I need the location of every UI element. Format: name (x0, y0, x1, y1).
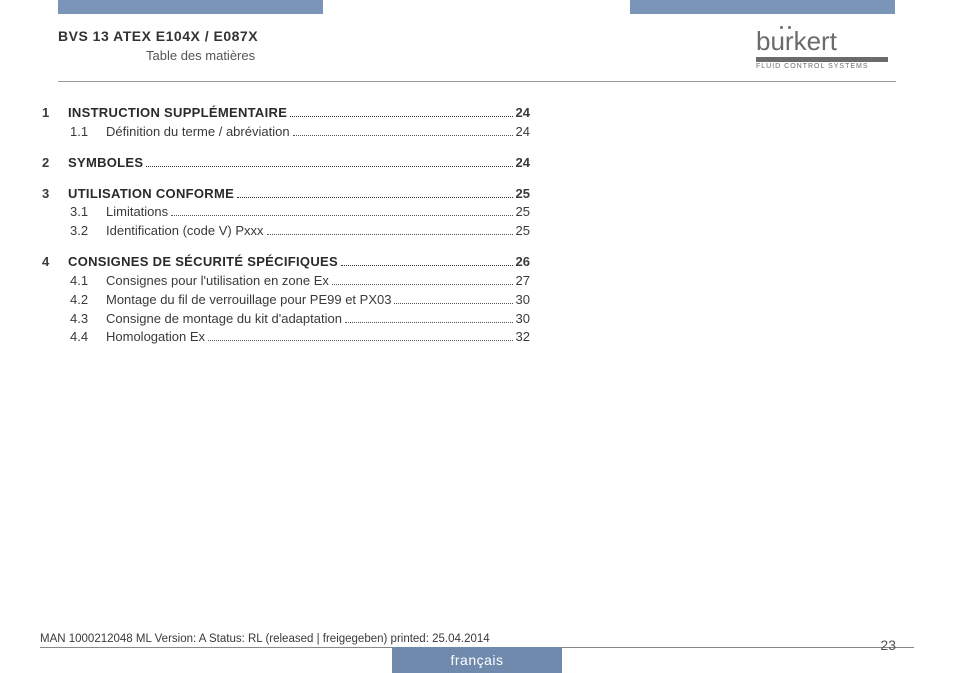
top-accent-left (58, 0, 323, 14)
toc-sub-page: 30 (516, 310, 530, 329)
toc-leader-dots (146, 156, 512, 166)
toc-section-number: 2 (40, 154, 68, 173)
toc-sub-title: Montage du fil de verrouillage pour PE99… (106, 291, 391, 310)
toc-sub-page: 25 (516, 203, 530, 222)
brand-logo: burkert FLUID CONTROL SYSTEMS (756, 30, 896, 70)
toc-main-entry[interactable]: 2Symboles 24 (40, 154, 530, 173)
toc-sub-entry[interactable]: 4.1Consignes pour l'utilisation en zone … (40, 272, 530, 291)
toc-sub-number: 4.3 (68, 310, 106, 329)
toc-leader-dots (394, 293, 512, 303)
language-tab: français (392, 647, 562, 673)
toc-sub-number: 3.2 (68, 222, 106, 241)
toc-sub-entry[interactable]: 4.3Consigne de montage du kit d'adaptati… (40, 310, 530, 329)
toc-sub-entry[interactable]: 1.1Définition du terme / abréviation 24 (40, 123, 530, 142)
toc-main-entry[interactable]: 4Consignes de sécurité spécifiques 26 (40, 253, 530, 272)
toc-sub-title: Consignes pour l'utilisation en zone Ex (106, 272, 329, 291)
toc-leader-dots (341, 256, 513, 266)
toc-sub-title: Homologation Ex (106, 328, 205, 347)
toc-sub-title: Limitations (106, 203, 168, 222)
toc-leader-dots (208, 331, 513, 341)
toc-sub-number: 3.1 (68, 203, 106, 222)
toc-leader-dots (345, 312, 513, 322)
toc-main-entry[interactable]: 3Utilisation conforme 25 (40, 185, 530, 204)
toc-sub-title: Consigne de montage du kit d'adaptation (106, 310, 342, 329)
toc-leader-dots (332, 275, 513, 285)
toc-section-number: 4 (40, 253, 68, 272)
toc-sub-number: 4.2 (68, 291, 106, 310)
toc-sub-entry[interactable]: 3.1Limitations 25 (40, 203, 530, 222)
toc-section-page: 25 (516, 185, 530, 204)
toc-leader-dots (293, 125, 513, 135)
toc-leader-dots (237, 187, 512, 197)
footer-metadata: MAN 1000212048 ML Version: A Status: RL … (40, 633, 490, 645)
toc-leader-dots (290, 107, 512, 117)
toc-section-title: Consignes de sécurité spécifiques (68, 253, 338, 272)
brand-bar (756, 57, 888, 62)
toc-section-title: Symboles (68, 154, 143, 173)
toc-sub-page: 24 (516, 123, 530, 142)
toc-section-title: Instruction supplémentaire (68, 104, 287, 123)
page-number: 23 (880, 637, 896, 653)
toc-sub-number: 1.1 (68, 123, 106, 142)
toc-leader-dots (267, 225, 513, 235)
toc-sub-page: 25 (516, 222, 530, 241)
toc-sub-entry[interactable]: 4.4Homologation Ex 32 (40, 328, 530, 347)
toc-section: 1Instruction supplémentaire241.1Définiti… (40, 104, 530, 142)
toc-sub-number: 4.1 (68, 272, 106, 291)
toc-section-number: 3 (40, 185, 68, 204)
toc-sub-entry[interactable]: 4.2Montage du fil de verrouillage pour P… (40, 291, 530, 310)
brand-tagline: FLUID CONTROL SYSTEMS (756, 63, 896, 70)
toc-section-page: 24 (516, 154, 530, 173)
top-accent-right (630, 0, 895, 14)
toc-sub-entry[interactable]: 3.2Identification (code V) Pxxx 25 (40, 222, 530, 241)
toc-section-page: 26 (516, 253, 530, 272)
toc-section-page: 24 (516, 104, 530, 123)
toc-sub-page: 27 (516, 272, 530, 291)
toc-leader-dots (171, 206, 512, 216)
toc-section: 2Symboles 24 (40, 154, 530, 173)
toc-main-entry[interactable]: 1Instruction supplémentaire 24 (40, 104, 530, 123)
table-of-contents: 1Instruction supplémentaire241.1Définiti… (40, 104, 530, 359)
toc-sub-page: 32 (516, 328, 530, 347)
toc-sub-page: 30 (516, 291, 530, 310)
toc-sub-title: Définition du terme / abréviation (106, 123, 290, 142)
brand-name: burkert (756, 30, 837, 53)
toc-section: 3Utilisation conforme253.1Limitations253… (40, 185, 530, 242)
toc-section-number: 1 (40, 104, 68, 123)
toc-section-title: Utilisation conforme (68, 185, 234, 204)
toc-sub-title: Identification (code V) Pxxx (106, 222, 264, 241)
toc-section: 4Consignes de sécurité spécifiques264.1C… (40, 253, 530, 347)
toc-sub-number: 4.4 (68, 328, 106, 347)
